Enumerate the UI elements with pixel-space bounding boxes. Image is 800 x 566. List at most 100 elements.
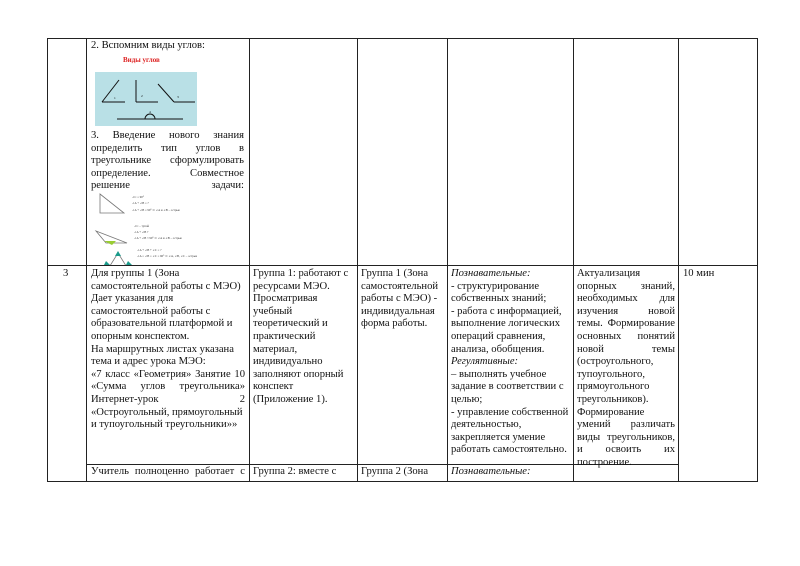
angle-label-2: 2: [141, 94, 143, 98]
text-line: Познавательные:: [451, 268, 531, 279]
work-form-text-2: Группа 2 (Зона: [361, 466, 429, 477]
text-line: определить тип углов в: [91, 142, 244, 154]
text-line: практический: [253, 330, 316, 342]
text-line: «Сумма углов треугольника»: [91, 381, 245, 393]
learning-skills-text: Познавательные: - структурирование собстве…: [451, 268, 571, 457]
triangle-note: ∠A + ∠B ?: [134, 230, 149, 234]
learning-skills-text-2: Познавательные:: [451, 466, 531, 477]
text-line: Группа 1: работают с: [253, 268, 349, 279]
table-border-top: [47, 38, 758, 39]
text-line: Дает указания для: [91, 293, 174, 305]
text-line: основных понятий: [577, 330, 675, 342]
text-line: операций сравнения,: [451, 330, 546, 342]
text-line: выполнение логических: [451, 318, 560, 330]
text-line: «7 класс «Геометрия» Занятие 10: [91, 368, 245, 380]
text-line: заполняют опорный: [253, 368, 344, 380]
row-number: 3: [63, 268, 69, 279]
text-line: изучения новой: [577, 305, 675, 317]
text-line: (остроугольного,: [577, 356, 654, 368]
text-line: индивидуально: [253, 356, 323, 368]
col-divider: [357, 38, 358, 482]
text-line: самостоятельной: [361, 280, 439, 292]
teacher-activity-text-2: Учитель полноценно работает с: [91, 466, 245, 479]
duration-text: 10 мин: [683, 268, 715, 279]
text-line: определение. Совместное: [91, 167, 244, 179]
row-divider: [47, 265, 758, 266]
text-line: Просматривая: [253, 293, 318, 305]
triangle-problems-drawing: ∠C = 90° ∠A + ∠B = ? ∠A + ∠B = 90° ⇒ ∠A …: [94, 193, 198, 270]
text-line: работы с МЭО) -: [361, 293, 438, 305]
text-line: теоретический и: [253, 318, 328, 330]
subrow-divider: [86, 464, 678, 465]
table-border-bottom: [47, 481, 758, 482]
text-line: самостоятельной работы с: [91, 305, 211, 317]
work-form-text: Группа 1 (Зона самостоятельной работы с МЭ…: [361, 268, 445, 331]
text-line: треугольников).: [577, 393, 649, 405]
text-line: На маршрутных листах указана: [91, 343, 234, 355]
text-line: виды треугольников,: [577, 431, 675, 443]
text-line: - структурирование: [451, 280, 540, 292]
text-line: материал,: [253, 343, 298, 355]
angle-label-4: 4: [149, 110, 151, 114]
text-line: построение.: [577, 456, 632, 468]
text-line: решение задачи:: [91, 180, 244, 192]
text-line: Регулятивные:: [451, 356, 519, 368]
text-line: (Приложение 1).: [253, 393, 328, 405]
text-line: форма работы.: [361, 318, 428, 330]
text-line: – выполнять учебное: [451, 368, 547, 380]
text-line: собственных знаний;: [451, 293, 547, 305]
angle-label-1: 1: [114, 96, 116, 100]
text-line: умений различать: [577, 419, 675, 431]
text-line: тупоугольного,: [577, 368, 645, 380]
angle-label-3: 3: [177, 95, 179, 99]
table-border-left: [47, 38, 48, 482]
text-line: тема и адрес урока МЭО:: [91, 356, 206, 368]
text-line: темы. Формирование: [577, 318, 675, 330]
text-line: и освоить их: [577, 444, 675, 456]
table-border-right: [757, 38, 758, 482]
text-line: необходимых для: [577, 293, 675, 305]
triangle-note: ∠A + ∠B < 90° ⇒ ∠A и ∠B – острые: [134, 236, 183, 240]
student-activity-text: Группа 1: работают с ресурсами МЭО. Просма…: [253, 268, 355, 407]
text-line: треугольнике сформулировать: [91, 155, 244, 167]
text-line: Интернет-урок 2: [91, 393, 245, 405]
col-divider: [447, 38, 448, 482]
text-line: целью;: [451, 393, 483, 405]
text-line: прямоугольного: [577, 381, 650, 393]
text-line: и тупоугольный треугольники»»: [91, 419, 238, 431]
text-line: образовательной платформой и: [91, 318, 233, 330]
triangle-note: ∠A + ∠B = ?: [132, 201, 149, 205]
text-line: ресурсами МЭО.: [253, 280, 330, 292]
text-line: Учитель полноценно работает с: [91, 466, 245, 477]
angle-types-figure: Виды углов 1 2 3 4: [95, 56, 199, 126]
text-line: самостоятельной работы с МЭО): [91, 280, 241, 292]
text-line: 3. Введение нового знания: [91, 130, 244, 141]
text-line: опорных знаний,: [577, 280, 675, 292]
col-divider: [678, 38, 679, 482]
col-divider: [249, 38, 250, 482]
text-line: закрепляется умение: [451, 431, 546, 443]
text-line: конспект: [253, 381, 294, 393]
text-line: задание в соответствии с: [451, 381, 564, 393]
text-line: деятельностью,: [451, 419, 522, 431]
teacher-activity-text: Для группы 1 (Зона самостоятельной работы…: [91, 268, 245, 432]
text-line: учебный: [253, 305, 293, 317]
text-line: Формирование: [577, 406, 645, 418]
text-line: Актуализация: [577, 268, 641, 279]
text-line: - управление собственной: [451, 406, 569, 418]
text-line: «Остроугольный, прямоугольный: [91, 406, 243, 418]
col-divider: [573, 38, 574, 482]
angle-types-drawing: 1 2 3 4: [95, 72, 197, 126]
triangle-note: ∠A = ∠B = ∠C = 60° ⇒ ∠A, ∠B, ∠C – острые: [137, 254, 198, 259]
triangle-note: ∠C – тупой: [134, 224, 149, 228]
text-line: опорным конспектом.: [91, 330, 190, 342]
triangle-problems-figure: ∠C = 90° ∠A + ∠B = ? ∠A + ∠B = 90° ⇒ ∠A …: [92, 191, 232, 270]
text-line: новой темы: [577, 343, 675, 355]
col-divider: [86, 38, 87, 482]
triangle-note: ∠A + ∠B = 90° ⇒ ∠A и ∠B – острые: [132, 208, 181, 212]
triangle-note: ∠C = 90°: [132, 195, 145, 199]
text-line: анализа, обобщения.: [451, 343, 545, 355]
text-line: Для группы 1 (Зона: [91, 268, 180, 279]
student-activity-text-2: Группа 2: вместе с: [253, 466, 337, 477]
text-line: - работа с информацией,: [451, 305, 562, 317]
